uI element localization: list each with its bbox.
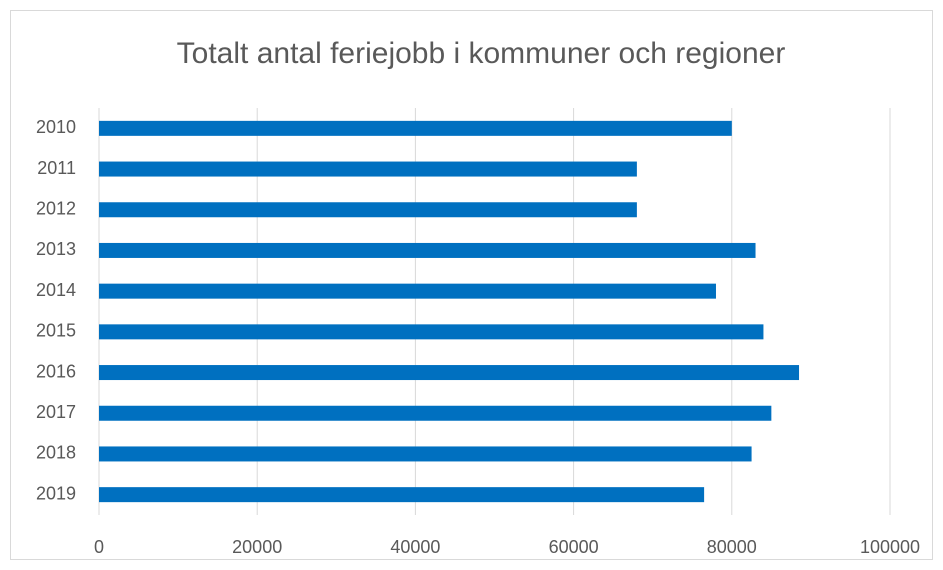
y-tick-label: 2013 [36, 239, 76, 259]
bar [99, 161, 637, 177]
bar [99, 405, 772, 421]
x-tick-label: 20000 [232, 537, 282, 557]
bar [99, 283, 716, 299]
bar [99, 324, 764, 340]
x-tick-label: 0 [94, 537, 104, 557]
y-tick-label: 2010 [36, 117, 76, 137]
y-tick-label: 2012 [36, 199, 76, 219]
bar [99, 120, 732, 136]
x-tick-label: 60000 [549, 537, 599, 557]
y-tick-label: 2018 [36, 443, 76, 463]
bar [99, 365, 800, 381]
bar [99, 487, 705, 503]
y-tick-label: 2011 [37, 158, 76, 178]
y-tick-label: 2019 [36, 483, 76, 503]
y-tick-label: 2014 [36, 280, 76, 300]
bar [99, 202, 637, 218]
chart-title: Totalt antal feriejobb i kommuner och re… [177, 37, 786, 70]
bar [99, 446, 752, 462]
y-tick-label: 2016 [36, 361, 76, 381]
x-tick-label: 40000 [390, 537, 440, 557]
x-tick-label: 100000 [860, 537, 920, 557]
y-tick-label: 2017 [36, 402, 76, 422]
bar [99, 242, 756, 258]
y-tick-label: 2015 [36, 321, 76, 341]
x-tick-label: 80000 [707, 537, 757, 557]
